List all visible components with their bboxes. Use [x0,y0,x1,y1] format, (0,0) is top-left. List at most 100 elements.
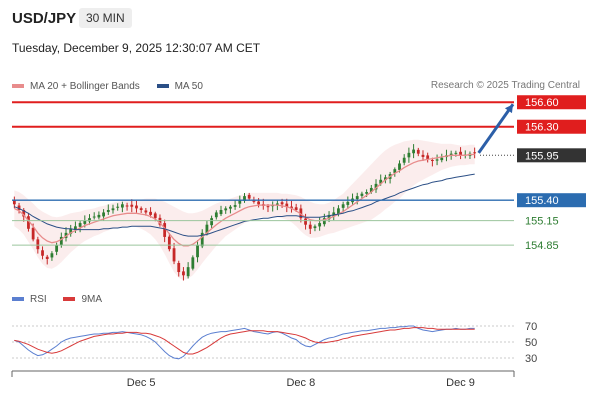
candle-body [106,210,110,212]
rsi-swatch [12,297,24,301]
chart-header: USD/JPY 30 MIN [0,0,590,40]
candle-body [313,226,317,229]
resistance-badge [517,119,586,134]
candle-body [426,155,430,160]
candle-body [416,149,420,154]
candle-body [365,192,369,194]
candle-body [130,204,134,207]
candle-body [238,200,242,204]
candle-body [402,157,406,163]
ma50-swatch [156,84,169,88]
candle-body [421,154,425,157]
rsi-tick-label: 30 [525,353,537,365]
credit-text: Research © 2025 Trading Central [430,80,580,91]
legend-ma20-label: MA 20 + Bollinger Bands [30,80,140,92]
candle-body [327,214,331,220]
projection-arrow-shaft [477,103,515,154]
candle-body [88,218,91,222]
rsi-tick-label: 50 [525,337,537,349]
ma50-line [14,173,475,237]
candle-body [12,200,16,205]
candle-body [31,227,35,240]
candle-body [191,257,195,269]
candle-body [285,203,289,207]
candle-body [78,223,82,227]
candle-body [111,208,115,211]
candle-body [50,253,54,258]
candle-body [337,208,340,214]
resistance-label: 156.30 [525,122,559,134]
9ma-swatch [63,297,76,301]
candle-body [393,169,397,173]
candle-body [125,205,129,207]
candle-body [200,232,204,247]
timestamp: Tuesday, December 9, 2025 12:30:07 AM CE… [12,41,261,55]
candle-body [407,152,411,158]
candle-body [167,236,171,250]
candle-body [341,204,345,208]
candle-body [41,250,44,256]
candle-body [177,262,181,273]
candle-body [210,218,214,226]
rsi-9ma-line [14,327,475,355]
support-label: 154.85 [525,240,559,252]
candle-body [275,203,279,205]
candle-body [120,204,124,208]
candle-body [83,220,87,224]
candle-body [280,202,284,205]
candle-body [153,213,157,219]
ma20-swatch [12,84,24,88]
x-tick-label: Dec 8 [286,377,315,389]
candle-body [196,245,199,258]
x-tick-label: Dec 9 [446,377,475,389]
legend-9ma: 9MA [63,294,102,305]
candle-body [318,223,322,227]
candle-body [308,224,312,229]
legend-ma20: MA 20 + Bollinger Bands [12,81,140,92]
candle-body [163,223,167,237]
resistance-badge [517,95,586,110]
bollinger-band-area [14,139,475,281]
candle-body [116,206,120,208]
candle-body [473,152,477,154]
candle-body [74,226,77,230]
candle-body [139,208,143,210]
projection-arrow-head [504,104,513,114]
candle-body [186,267,190,277]
pivot-label: 155.40 [525,195,559,207]
candle-body [219,210,223,215]
candle-body [102,212,105,217]
candle-body [36,239,40,250]
candle-body [379,179,383,184]
legend-rsi-label: RSI [30,293,47,305]
pivot-badge [517,193,586,208]
candle-body [59,236,63,245]
candle-body [243,196,246,201]
support-label: 155.15 [525,216,559,228]
legend-9ma-label: 9MA [81,293,103,305]
candle-body [69,228,73,234]
last-price-label: 155.95 [525,150,559,162]
candle-body [22,209,26,217]
rsi-legend: RSI 9MA [12,293,116,305]
candle-body [435,159,439,161]
candle-body [229,206,232,209]
candle-body [182,271,185,276]
candle-body [440,157,444,161]
candle-body [459,151,462,156]
candle-body [144,210,148,213]
legend-ma50-label: MA 50 [174,80,203,92]
candle-body [398,163,401,170]
candle-body [45,256,49,259]
candle-body [290,206,293,209]
legend-rsi: RSI [12,294,47,305]
candle-body [294,207,298,210]
rsi-tick-label: 70 [525,321,537,333]
last-price-badge [517,148,586,163]
candle-body [224,208,228,211]
rsi-line [14,325,475,360]
candle-body [55,245,59,252]
timeframe-badge[interactable]: 30 MIN [79,8,132,28]
candle-body [27,216,30,229]
